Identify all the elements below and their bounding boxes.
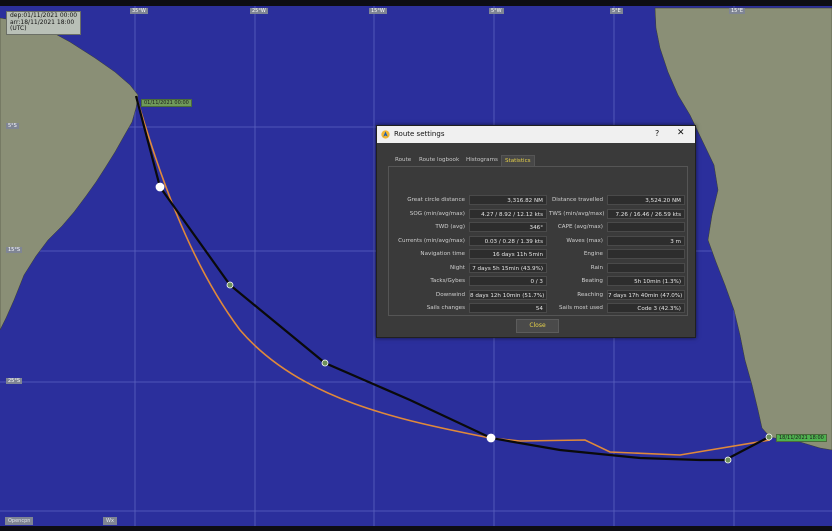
waypoint-marker[interactable] <box>155 182 165 192</box>
stat-label: Reaching <box>577 291 603 298</box>
stat-label: Beating <box>581 278 603 284</box>
statistics-row: SOG (min/avg/max) 4.27 / 8.92 / 12.12 kts… <box>389 208 687 220</box>
opencpn-button[interactable]: Opencpn <box>5 517 34 525</box>
longitude-label: 5°W <box>489 8 504 14</box>
stat-label: Sails most used <box>559 305 603 311</box>
latitude-label: 5°S <box>6 123 19 129</box>
stat-label: TWS (min/avg/max) <box>549 210 605 217</box>
stat-value: 4.27 / 8.92 / 12.12 kts <box>469 208 547 219</box>
stat-value: 7 days 5h 15min (43.9%) <box>469 262 547 273</box>
statistics-row: Sails changes 54 Sails most used Code 3 (42… <box>389 303 687 314</box>
stat-value: 0 / 3 <box>469 276 547 286</box>
dialog-title: Route settings <box>394 130 445 138</box>
stat-value: 8 days 12h 10min (51.7%) <box>469 289 547 300</box>
longitude-label: 15°W <box>369 8 387 14</box>
app-logo-icon <box>381 130 390 139</box>
longitude-label: 25°W <box>250 8 268 14</box>
statistics-row: Downwind 8 days 12h 10min (51.7%) Reaching… <box>389 289 687 301</box>
close-icon[interactable]: ✕ <box>677 128 685 138</box>
stat-label: Night <box>449 264 465 271</box>
start-waypoint-label[interactable]: 01/11/2021 00:00 <box>141 99 192 107</box>
south-america-landmass <box>0 17 139 331</box>
stat-value <box>607 262 685 273</box>
statistics-pane: Great circle distance 3,316.82 NM Distance… <box>388 166 688 316</box>
stat-label: Great circle distance <box>407 197 465 203</box>
stat-label: Rain <box>590 264 603 271</box>
longitude-label: 15°E <box>729 8 746 14</box>
statistics-row: Great circle distance 3,316.82 NM Distance… <box>389 195 687 206</box>
stat-label: Tacks/Gybes <box>430 278 465 284</box>
statistics-row: TWD (avg) 346° CAPE (avg/max) <box>389 222 687 233</box>
stat-label: Currents (min/avg/max) <box>398 237 465 244</box>
isochrone-marker[interactable] <box>226 281 234 289</box>
stat-value: 346° <box>469 222 547 232</box>
longitude-label: 35°W <box>130 8 148 14</box>
route-settings-dialog: Route settings ? ✕ Route Route logbook H… <box>376 125 696 338</box>
statistics-row: Currents (min/avg/max) 0.03 / 0.28 / 1.39… <box>389 235 687 247</box>
stat-value: 54 <box>469 303 547 313</box>
bottom-strip <box>0 526 832 531</box>
statistics-row: Tacks/Gybes 0 / 3 Beating 5h 10min (1.3%) <box>389 276 687 287</box>
end-marker[interactable] <box>765 433 773 441</box>
waypoint-marker[interactable] <box>486 433 496 443</box>
stat-value: 3 m <box>607 235 685 246</box>
route-time-info: dep:01/11/2021 00:00 arr:18/11/2021 18:0… <box>6 11 82 35</box>
end-waypoint-label[interactable]: 18/11/2021 18:00 <box>776 434 827 442</box>
latitude-label: 15°S <box>6 247 23 253</box>
statistics-row: Night 7 days 5h 15min (43.9%) Rain <box>389 262 687 274</box>
tab-histograms[interactable]: Histograms <box>466 157 498 163</box>
route-waypoints <box>155 182 773 464</box>
stat-value: 7 days 17h 40min (47.0%) <box>607 289 685 300</box>
alternate-route-line <box>135 95 771 456</box>
stat-label: Downwind <box>435 291 465 298</box>
stat-value: 5h 10min (1.3%) <box>607 276 685 286</box>
arrival-time: arr:18/11/2021 18:00 <box>10 18 75 26</box>
longitude-label: 5°E <box>610 8 623 14</box>
stat-value: 0.03 / 0.28 / 1.39 kts <box>469 235 547 246</box>
stat-value: 3,524.20 NM <box>607 195 685 205</box>
stat-label: CAPE (avg/max) <box>557 224 603 230</box>
wx-button[interactable]: Wx <box>103 517 117 525</box>
stat-label: SOG (min/avg/max) <box>409 210 465 217</box>
stat-label: Engine <box>583 251 603 257</box>
timezone: (UTC) <box>10 25 27 32</box>
stat-value: 7.26 / 16.46 / 26.59 kts <box>607 208 685 219</box>
stat-label: Distance travelled <box>551 197 603 203</box>
top-toolbar-strip <box>0 0 832 6</box>
tab-statistics[interactable]: Statistics <box>501 155 535 167</box>
tab-route[interactable]: Route <box>395 157 412 163</box>
tab-route-logbook[interactable]: Route logbook <box>419 157 460 163</box>
isochrone-marker[interactable] <box>321 359 329 367</box>
stat-value <box>607 222 685 232</box>
stat-label: TWD (avg) <box>435 224 465 230</box>
stat-value: Code 3 (42.3%) <box>607 303 685 313</box>
stat-label: Sails changes <box>426 305 465 311</box>
stat-value: 16 days 11h 5min <box>469 249 547 259</box>
stat-value <box>607 249 685 259</box>
dialog-titlebar[interactable]: Route settings ? ✕ <box>377 126 695 143</box>
help-button[interactable]: ? <box>655 129 660 138</box>
departure-time: dep:01/11/2021 00:00 <box>10 12 78 19</box>
stat-value: 3,316.82 NM <box>469 195 547 205</box>
stat-label: Waves (max) <box>566 237 603 244</box>
statistics-row: Navigation time 16 days 11h 5min Engine <box>389 249 687 260</box>
stat-label: Navigation time <box>420 251 465 257</box>
close-button[interactable]: Close <box>516 319 559 333</box>
latitude-label: 25°S <box>6 378 23 384</box>
isochrone-marker[interactable] <box>724 456 732 464</box>
